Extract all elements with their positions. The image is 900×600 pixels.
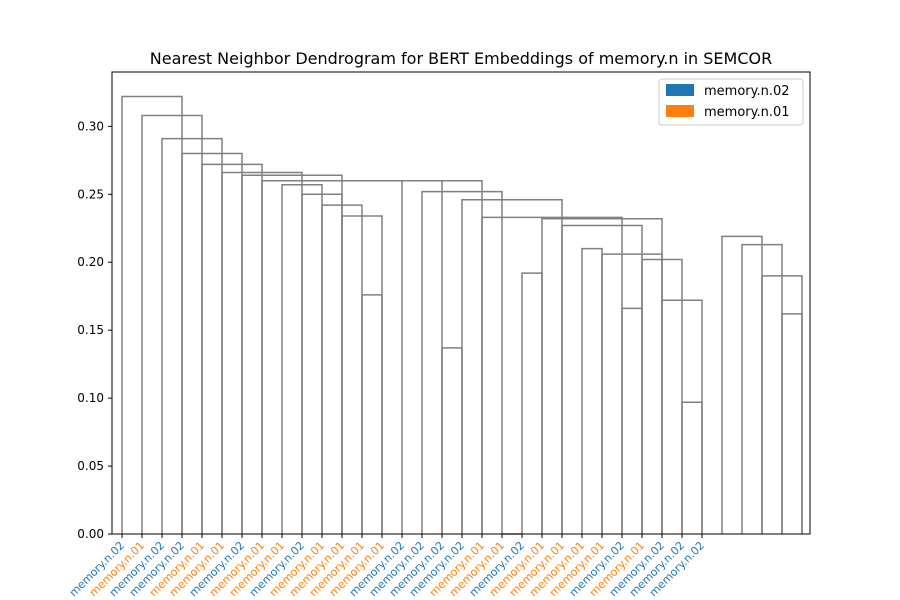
y-tick-label: 0.30 <box>77 119 104 133</box>
y-axis-ticks: 0.00 0.05 0.10 0.15 0.20 0.25 0.30 <box>77 119 112 541</box>
legend: memory.n.02 memory.n.01 <box>658 78 804 126</box>
dendrogram-link <box>641 258 683 534</box>
legend-swatch <box>666 84 694 96</box>
y-tick-label: 0.10 <box>77 391 104 405</box>
plot-frame <box>111 71 811 535</box>
y-tick-label: 0.00 <box>77 527 104 541</box>
y-tick-label: 0.15 <box>77 323 104 337</box>
y-tick-label: 0.20 <box>77 255 104 269</box>
dendrogram-link <box>681 401 703 534</box>
dendrogram-link <box>421 190 503 534</box>
legend-swatch <box>666 105 694 117</box>
chart-title: Nearest Neighbor Dendrogram for BERT Emb… <box>150 49 772 68</box>
dendrogram-link <box>361 294 383 534</box>
y-tick-label: 0.25 <box>77 187 104 201</box>
legend-box <box>658 78 804 126</box>
dendrogram-links <box>121 95 803 535</box>
legend-label: memory.n.01 <box>704 105 790 120</box>
axes <box>111 71 811 535</box>
legend-label: memory.n.02 <box>704 84 790 99</box>
y-tick-label: 0.05 <box>77 459 104 473</box>
dendrogram-link <box>781 313 803 534</box>
